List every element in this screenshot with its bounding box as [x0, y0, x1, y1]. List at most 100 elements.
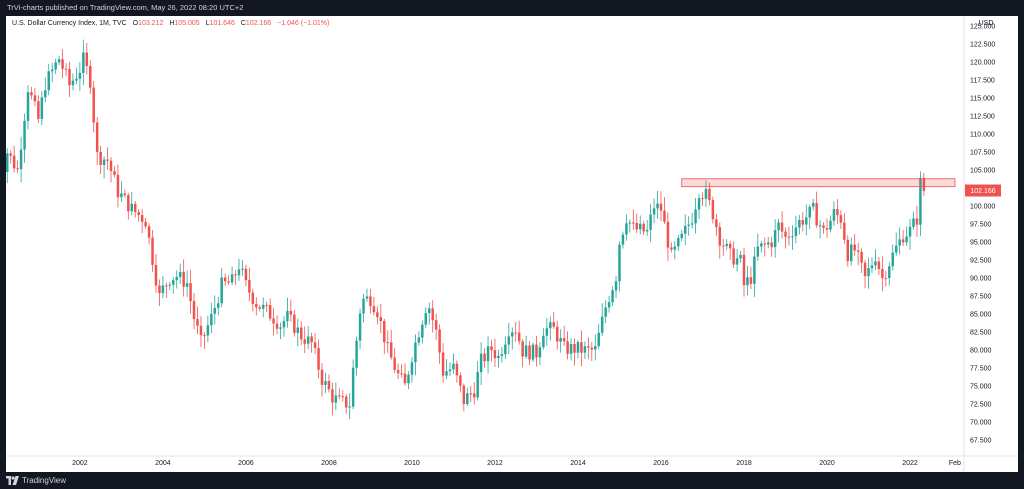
candle-body — [324, 381, 327, 385]
brand-name[interactable]: TradingView — [22, 476, 67, 485]
candle-body — [504, 344, 507, 355]
candle-body — [490, 346, 493, 351]
candle-body — [528, 345, 531, 360]
candle-body — [829, 220, 832, 230]
chart-panel[interactable]: USD 125.000 122.500 120.000 117.500 115.000 11… — [0, 16, 1018, 472]
candle-body — [787, 236, 791, 238]
candle-body — [455, 363, 459, 376]
y-tick-label: 115.000 — [970, 96, 995, 103]
candle-body — [905, 236, 908, 243]
candle-body — [770, 242, 773, 248]
candle-body — [538, 347, 542, 358]
ohlc-legend: U.S. Dollar Currency Index, 1M, TVC O103… — [12, 20, 329, 27]
candle-body — [486, 346, 490, 362]
candle-body — [559, 338, 562, 342]
candle-body — [331, 389, 334, 403]
candle-body — [109, 160, 113, 172]
low-value: 101.646 — [209, 20, 235, 27]
y-tick-label: 117.500 — [970, 78, 995, 85]
candle-body — [535, 344, 538, 358]
candle-body — [645, 229, 649, 232]
candle-body — [320, 369, 324, 385]
candle-body — [189, 283, 192, 302]
x-tick-label: 2022 — [902, 460, 918, 467]
candle-body — [891, 252, 894, 267]
candle-body — [168, 284, 172, 286]
candle-body — [47, 71, 50, 91]
publication-header-text: TrVi-charts published on TradingView.com… — [7, 3, 244, 12]
candle-body — [68, 69, 71, 86]
candle-body — [801, 220, 805, 225]
candle-body — [870, 265, 874, 269]
candle-body — [638, 223, 642, 230]
candle-body — [137, 211, 140, 215]
candle-body — [777, 222, 780, 231]
candle-body — [860, 251, 863, 263]
candle-body — [718, 227, 722, 246]
candle-body — [666, 221, 670, 248]
candle-body — [16, 168, 19, 170]
candle-body — [82, 52, 85, 73]
candle-body — [853, 244, 856, 251]
candle-body — [894, 245, 898, 253]
tradingview-logo-icon[interactable] — [6, 476, 19, 485]
candle-body — [445, 371, 448, 376]
candle-body — [216, 303, 220, 308]
candle-body — [431, 308, 434, 321]
candle-body — [600, 316, 604, 333]
candle-body — [78, 72, 82, 79]
candle-body — [362, 298, 365, 314]
candle-body — [441, 352, 445, 376]
candle-body — [279, 327, 282, 329]
candle-body — [410, 362, 414, 375]
candle-body — [327, 381, 331, 390]
y-tick-label: 92.500 — [970, 258, 992, 265]
candle-body — [794, 227, 798, 237]
candle-body — [459, 375, 462, 386]
candle-body — [358, 313, 362, 341]
candle-body — [573, 343, 576, 353]
y-tick-label: 122.500 — [970, 42, 995, 49]
candle-body — [317, 348, 320, 370]
candle-body — [396, 369, 400, 374]
candle-body — [725, 243, 728, 247]
candle-body — [836, 209, 839, 216]
y-tick-label: 95.000 — [970, 240, 992, 247]
candle-body — [293, 314, 296, 333]
candle-body — [220, 277, 223, 304]
footer-bar: TradingView — [0, 472, 1024, 489]
low-label: L — [205, 20, 210, 27]
candle-body — [659, 203, 663, 211]
candle-body — [846, 239, 850, 262]
candle-body — [863, 262, 867, 277]
candle-body — [583, 346, 587, 353]
candle-body — [199, 325, 203, 336]
candle-body — [427, 308, 431, 314]
candle-body — [255, 303, 258, 308]
candle-body — [452, 363, 455, 370]
candle-body — [286, 310, 289, 322]
resistance-zone — [681, 178, 956, 188]
candle-body — [161, 285, 165, 294]
y-tick-label: 67.500 — [970, 438, 992, 445]
candle-body — [915, 218, 919, 225]
candle-body — [753, 256, 756, 284]
candle-body — [673, 246, 677, 250]
candle-body — [531, 344, 535, 360]
candle-body — [313, 342, 317, 349]
candle-body — [438, 329, 441, 353]
candle-body — [99, 151, 102, 165]
y-tick-label: 77.500 — [970, 366, 992, 373]
candle-body — [275, 323, 279, 329]
candle-body — [912, 218, 915, 227]
candle-body — [23, 120, 26, 150]
candle-body — [344, 396, 348, 408]
candle-body — [901, 239, 905, 243]
candle-body — [704, 188, 708, 199]
close-label: C — [240, 20, 246, 27]
candle-body — [9, 153, 12, 156]
candle-body — [569, 343, 573, 354]
candle-body — [773, 230, 777, 248]
candle-body — [172, 280, 175, 285]
